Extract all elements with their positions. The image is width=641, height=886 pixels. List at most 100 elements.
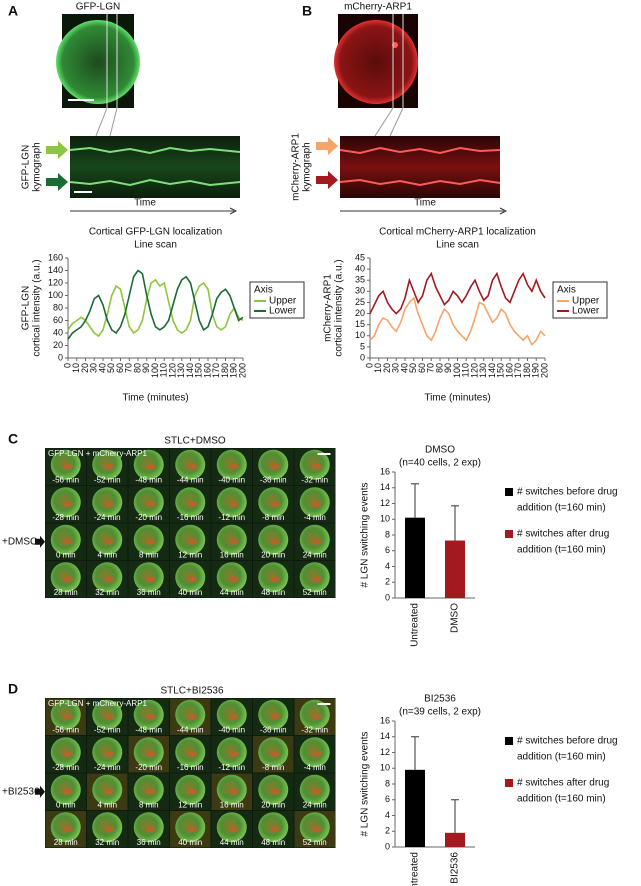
cell [56, 20, 140, 104]
y-tick-label: 14 [380, 731, 390, 741]
legend-label: addition (t=160 min) [517, 545, 606, 556]
spindle [104, 751, 115, 758]
y-tick-label: 0 [385, 841, 390, 851]
x-tick-label: 130 [176, 363, 186, 378]
chart-subtitle: (n=39 cells, 2 exp) [399, 707, 481, 718]
y-axis-label: mCherry-ARP1 [323, 274, 334, 342]
tile-label: -24 min [94, 763, 121, 772]
spindle [62, 826, 73, 833]
spindle [270, 501, 281, 508]
tile-label: 16 min [220, 801, 244, 810]
y-tick-label: 4 [385, 810, 390, 820]
y-tick-label: 0 [360, 352, 365, 362]
spindle [311, 463, 322, 470]
chart-subtitle: (n=40 cells, 2 exp) [399, 458, 481, 469]
y-axis-label: GFP-LGN [21, 286, 32, 330]
x-tick-label: 130 [478, 363, 488, 378]
legend-label: addition (t=160 min) [517, 503, 606, 514]
x-tick-label: 70 [426, 363, 436, 373]
y-tick-label: 14 [380, 482, 390, 492]
tile-label: -4 min [304, 763, 326, 772]
kymograph [340, 136, 500, 198]
panel-letter: A [8, 3, 18, 19]
connector [109, 107, 118, 137]
legend-title: Axis [557, 285, 576, 296]
x-tick-label: Untreated [410, 603, 421, 647]
spindle [228, 501, 239, 508]
tile-label: 20 min [261, 801, 285, 810]
spindle [228, 788, 239, 795]
tile-label: 8 min [139, 551, 159, 560]
spindle [187, 463, 198, 470]
treatment-label: +BI2536 [2, 786, 40, 797]
legend-label: # switches before drug [517, 487, 618, 498]
spindle [145, 538, 156, 545]
x-tick-label: BI2536 [450, 852, 461, 884]
tile-label: 20 min [261, 551, 285, 560]
x-tick-label: 60 [417, 363, 427, 373]
x-tick-label: 190 [229, 363, 239, 378]
legend-label: addition (t=160 min) [517, 752, 606, 763]
y-axis-label: cortical intensity (a.u.) [334, 259, 345, 356]
legend-swatch [505, 488, 513, 496]
y-tick-label: 12 [380, 747, 390, 757]
spindle [104, 826, 115, 833]
y-tick-label: 0 [58, 352, 63, 362]
tile-label: -40 min [218, 726, 245, 735]
time-arrow-head [229, 207, 238, 215]
y-tick-label: 100 [48, 290, 63, 300]
series-line [369, 271, 546, 315]
legend-swatch [505, 779, 513, 787]
spindle [145, 463, 156, 470]
spindle [228, 538, 239, 545]
tile-label: -52 min [94, 726, 121, 735]
spindle [104, 463, 115, 470]
tile-label: 48 min [261, 588, 285, 597]
tile-label: -32 min [301, 476, 328, 485]
x-tick-label: 160 [202, 363, 212, 378]
tile-label: 28 min [54, 838, 78, 847]
tile-label: -28 min [52, 763, 79, 772]
spindle [270, 788, 281, 795]
tile-label: 36 min [137, 588, 161, 597]
kymograph-label: kymograph [302, 142, 313, 191]
panel-letter: C [8, 431, 18, 447]
y-tick-label: 12 [380, 498, 390, 508]
tile-label: -16 min [177, 763, 204, 772]
y-tick-label: 10 [355, 330, 365, 340]
spindle [145, 501, 156, 508]
kymograph-trace [69, 178, 241, 187]
tile-label: 32 min [95, 588, 119, 597]
y-tick-label: 15 [355, 319, 365, 329]
upper-arrow [316, 137, 338, 155]
bar [445, 540, 465, 598]
tile-label: 4 min [97, 801, 117, 810]
spindle [104, 576, 115, 583]
x-axis-label: Time (minutes) [122, 393, 188, 404]
spindle [187, 713, 198, 720]
tile-label: 52 min [303, 588, 327, 597]
y-tick-label: 16 [380, 715, 390, 725]
tile-label: -44 min [177, 726, 204, 735]
kymograph-label: mCherry-ARP1 [291, 133, 302, 201]
tile-label: -40 min [218, 476, 245, 485]
x-tick-label: 80 [132, 363, 142, 373]
image-title: GFP-LGN [76, 2, 120, 13]
x-tick-label: 30 [391, 363, 401, 373]
spindle [145, 826, 156, 833]
y-tick-label: 2 [385, 577, 390, 587]
kymograph-label: GFP-LGN [21, 145, 32, 189]
spindle [187, 576, 198, 583]
tile-label: -12 min [218, 513, 245, 522]
x-tick-label: 40 [399, 363, 409, 373]
tile-label: 4 min [97, 551, 117, 560]
tile-label: -12 min [218, 763, 245, 772]
tile-label: -52 min [94, 476, 121, 485]
tile-label: -36 min [260, 476, 287, 485]
y-axis-label: # LGN switching events [360, 731, 371, 836]
spindle [62, 713, 73, 720]
spindle [145, 576, 156, 583]
tile-label: 12 min [178, 801, 202, 810]
legend-label: # switches after drug [517, 529, 609, 540]
spindle [104, 501, 115, 508]
